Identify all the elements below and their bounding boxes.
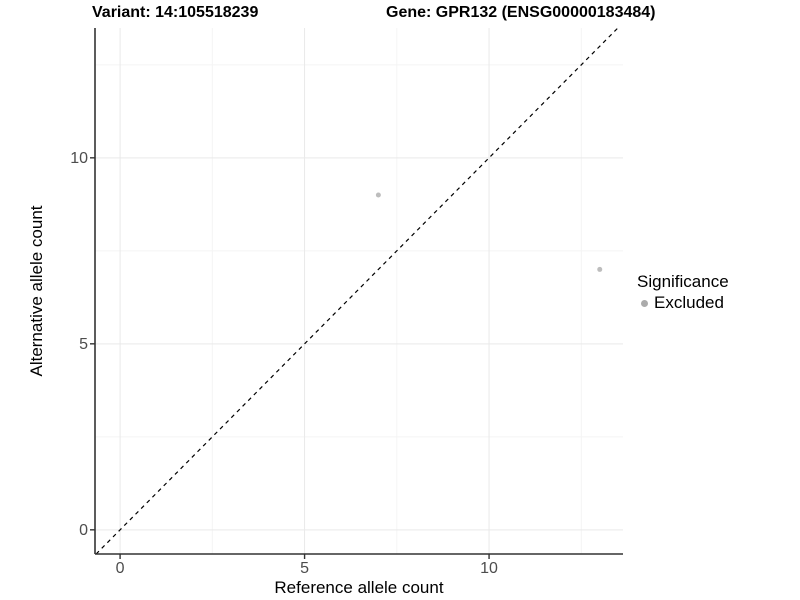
x-tick-label: 10 <box>480 560 498 577</box>
grid-minor <box>95 28 623 554</box>
legend-entry-excluded: Excluded <box>637 293 729 313</box>
data-point <box>375 192 381 198</box>
tick-marks <box>90 157 490 559</box>
legend-title: Significance <box>637 272 729 291</box>
legend-key-point-icon <box>641 299 648 307</box>
x-axis-title: Reference allele count <box>274 578 444 597</box>
data-points <box>375 192 603 272</box>
grid-major <box>95 28 623 554</box>
y-tick-label: 0 <box>79 521 88 539</box>
identity-line <box>95 27 619 555</box>
x-tick-label: 5 <box>300 560 310 577</box>
legend: Significance Excluded <box>637 272 729 313</box>
x-tick-label: 0 <box>115 560 125 577</box>
axis-lines <box>94 28 623 555</box>
plot-title-variant: Variant: 14:105518239 <box>92 4 259 21</box>
plot-title-gene: Gene: GPR132 (ENSG00000183484) <box>386 4 656 21</box>
data-point <box>597 266 603 272</box>
y-tick-label: 10 <box>70 149 88 167</box>
legend-entry-label: Excluded <box>654 293 724 312</box>
y-tick-label: 5 <box>79 335 88 353</box>
